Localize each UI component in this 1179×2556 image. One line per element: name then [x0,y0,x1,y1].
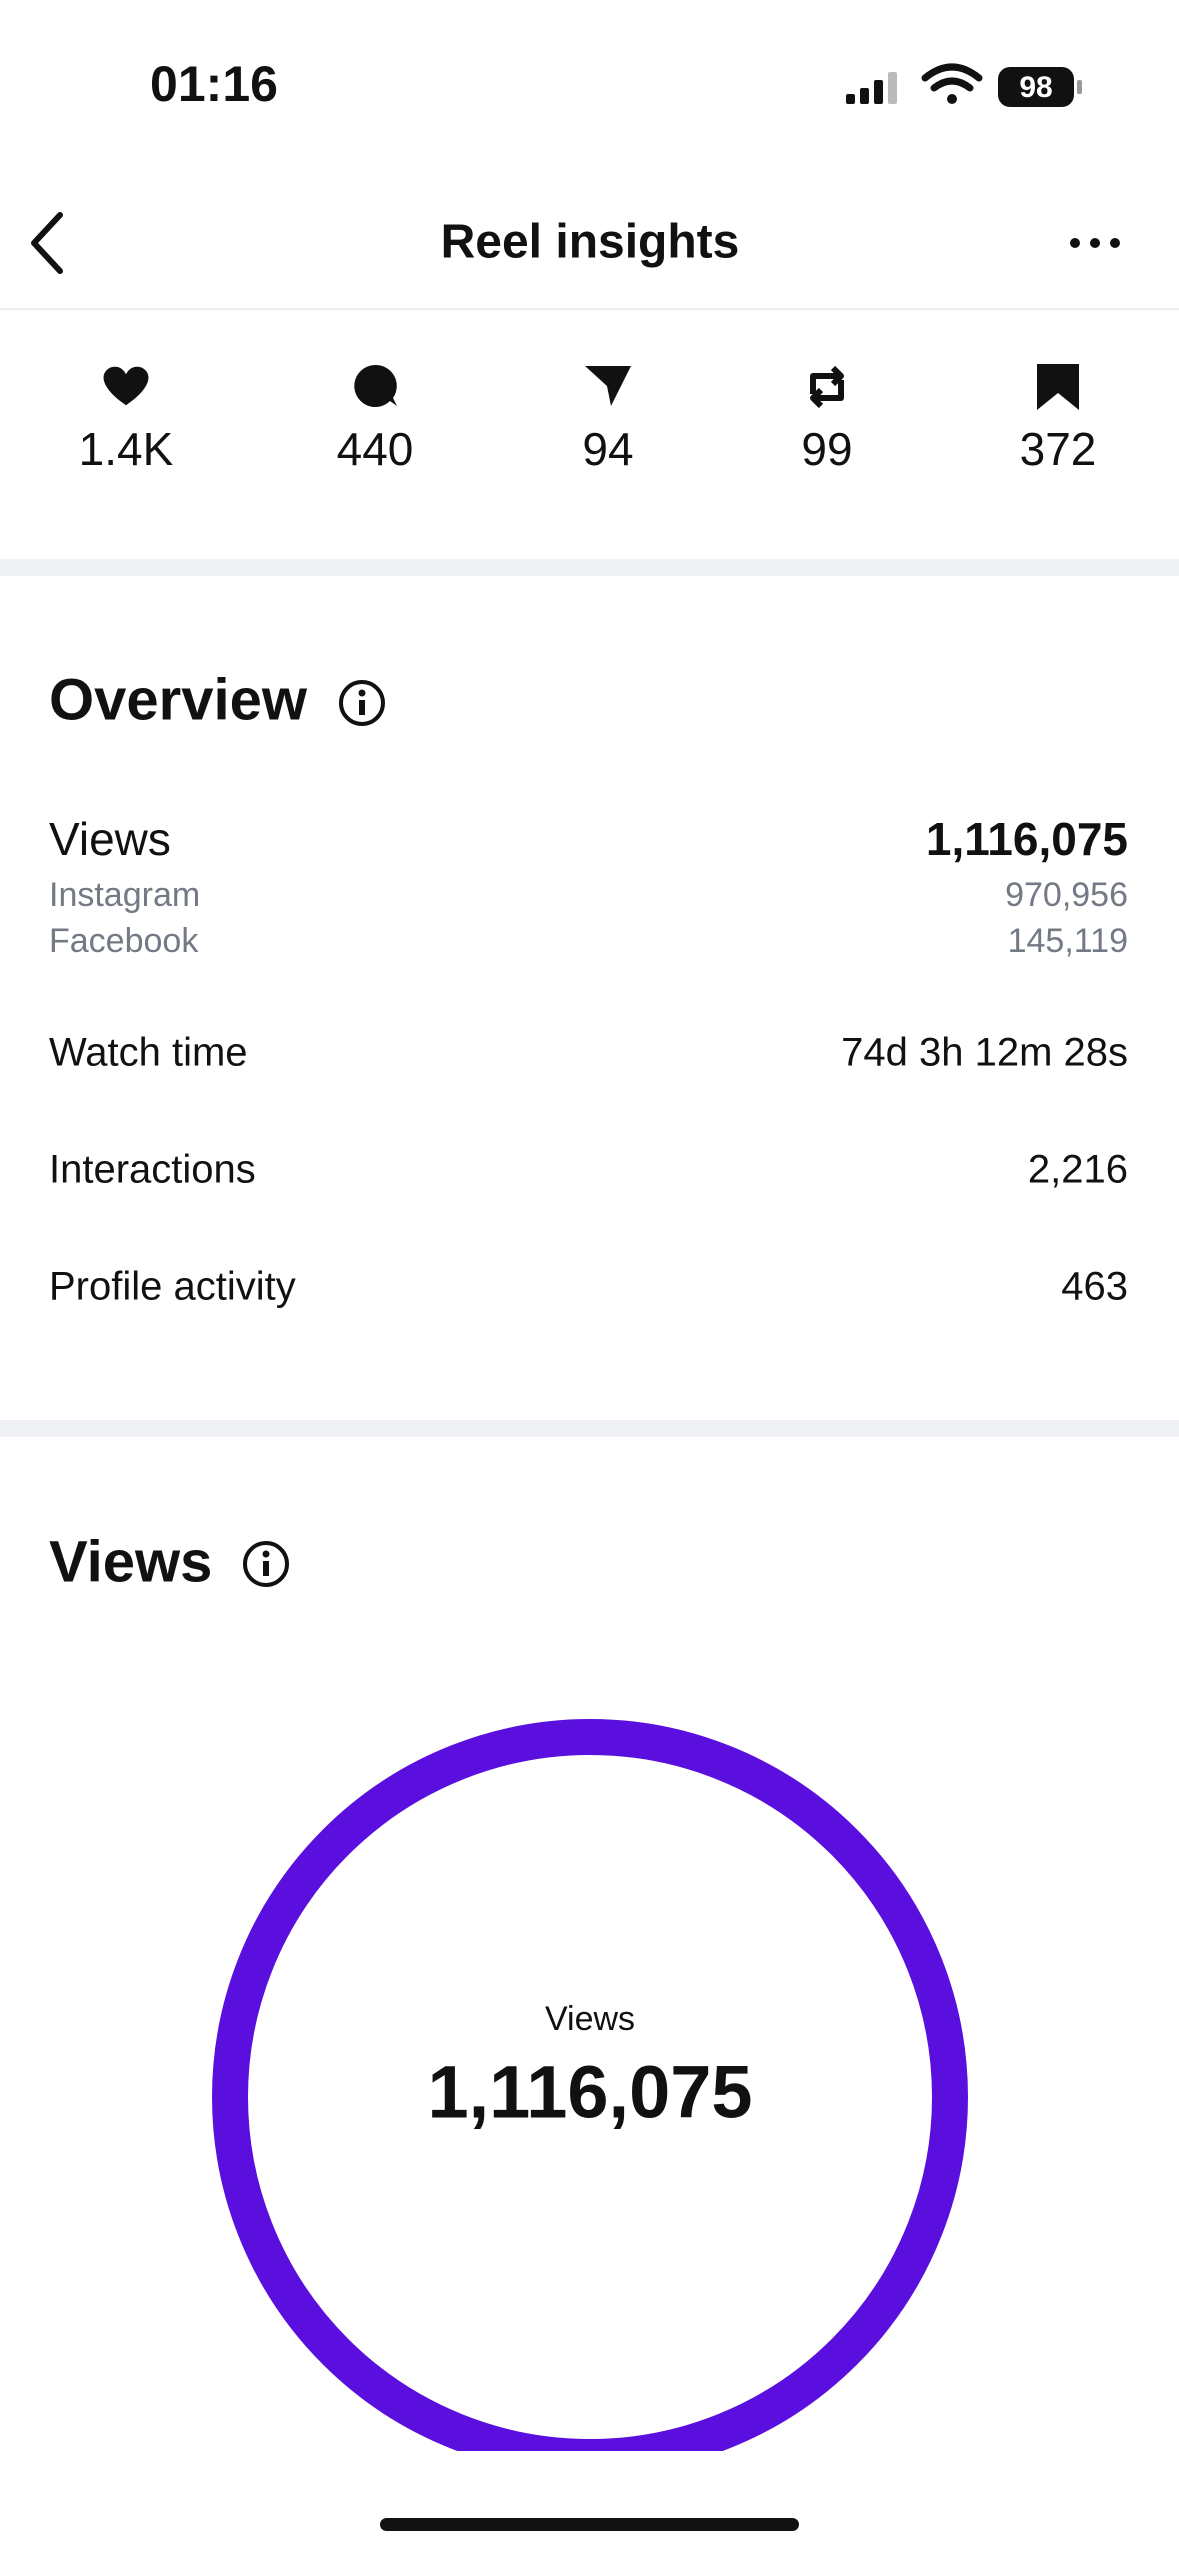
sub-value: 145,119 [1008,922,1128,960]
stat-count: 440 [337,423,414,475]
stat-count: 94 [582,423,633,475]
overview-list: Views 1,116,075 Instagram 970,956 Facebook 14… [49,813,1128,1308]
back-button[interactable] [31,212,63,274]
ring-value: 1,116,075 [427,2051,752,2134]
row-label: Views [49,813,171,865]
battery-level: 98 [1019,71,1052,104]
row-label: Interactions [49,1148,256,1192]
sub-label: Instagram [49,876,200,914]
row-value: 1,116,075 [926,813,1128,865]
more-button[interactable] [1070,238,1120,248]
row-value: 74d 3h 12m 28s [841,1031,1128,1075]
ring-label: Views [545,2000,635,2038]
stats-row: 1.4K 440 94 99 372 [79,423,1097,475]
battery-icon: 98 [998,67,1082,107]
header-title: Reel insights [441,216,740,269]
row-value: 2,216 [1028,1148,1128,1192]
wifi-icon [921,63,983,104]
reposts-icon [810,365,844,409]
comments-icon [354,364,397,407]
signal-icon [846,72,897,104]
likes-icon [103,366,149,406]
row-value: 463 [1061,1265,1128,1309]
stat-count: 1.4K [79,423,174,475]
shares-icon [585,366,631,406]
info-icon[interactable] [339,680,385,726]
sub-label: Facebook [49,922,199,960]
overview-title: Overview [49,667,308,732]
views-title: Views [49,1529,212,1594]
saves-icon [1037,364,1079,410]
home-indicator [380,2518,799,2531]
stat-count: 372 [1020,423,1097,475]
sub-value: 970,956 [1005,876,1128,914]
section-separator [0,1420,1179,1437]
status-time: 01:16 [150,56,278,112]
stat-count: 99 [801,423,852,475]
views-ring [212,1719,968,2451]
row-label: Watch time [49,1031,248,1075]
section-separator [0,559,1179,576]
info-icon[interactable] [243,1541,289,1587]
row-label: Profile activity [49,1265,296,1309]
